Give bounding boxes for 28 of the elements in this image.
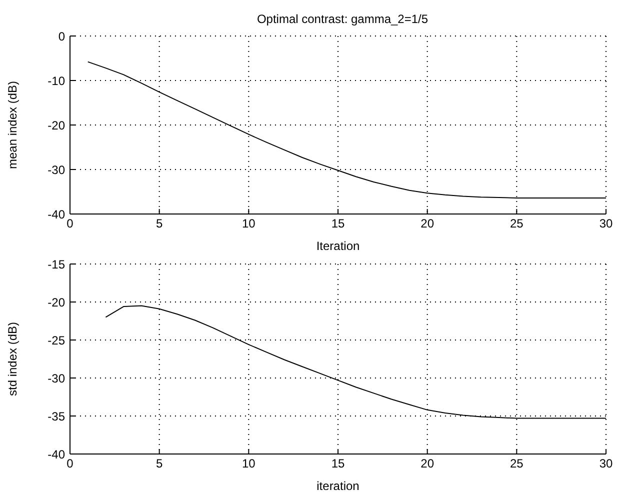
y-tick-label: -40 [48, 447, 66, 462]
x-axis-title: Iteration [316, 239, 360, 253]
x-tick-label: 25 [510, 456, 524, 471]
y-tick-label: -15 [48, 257, 66, 272]
x-tick-label: 5 [156, 456, 163, 471]
y-tick-label: 0 [58, 29, 66, 44]
x-tick-label: 5 [156, 216, 163, 231]
y-axis-title: mean index (dB) [5, 80, 20, 170]
y-axis-title: std index (dB) [5, 322, 20, 396]
y-tick-label: -40 [48, 207, 66, 222]
y-tick-label: -20 [48, 295, 66, 310]
y-tick-label: -20 [48, 118, 66, 132]
x-tick-label: 10 [242, 456, 256, 471]
x-tick-label: 30 [599, 216, 613, 231]
x-tick-label: 20 [420, 456, 434, 471]
y-tick-label: -30 [48, 162, 66, 177]
y-tick-label: -25 [48, 333, 66, 348]
x-tick-label: 10 [242, 216, 256, 231]
chart-title: Optimal contrast: gamma_2=1/5 [256, 12, 430, 26]
x-axis-title: iteration [316, 479, 360, 493]
y-tick-label: -35 [48, 409, 66, 424]
x-tick-label: 30 [599, 456, 613, 471]
y-tick-label: -30 [48, 371, 66, 386]
y-tick-label: -10 [48, 74, 66, 88]
x-tick-label: 15 [331, 216, 345, 231]
x-tick-label: 25 [510, 216, 524, 231]
x-tick-label: 20 [420, 216, 434, 231]
x-tick-label: 15 [331, 456, 345, 471]
